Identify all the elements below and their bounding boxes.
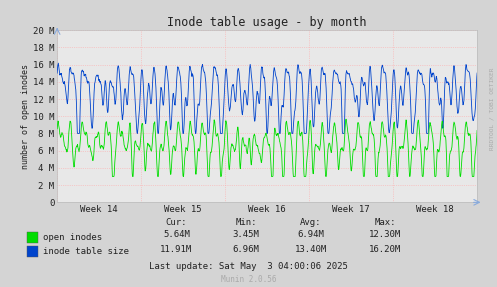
Text: Min:: Min: — [235, 218, 257, 227]
Text: 6.94M: 6.94M — [297, 230, 324, 239]
Text: Avg:: Avg: — [300, 218, 322, 227]
Text: 11.91M: 11.91M — [161, 245, 192, 254]
Text: 5.64M: 5.64M — [163, 230, 190, 239]
Text: 12.30M: 12.30M — [369, 230, 401, 239]
Title: Inode table usage - by month: Inode table usage - by month — [167, 16, 367, 29]
Text: 6.96M: 6.96M — [233, 245, 259, 254]
Text: RRDTOOL / TOBI OETIKER: RRDTOOL / TOBI OETIKER — [490, 68, 495, 150]
Text: Last update: Sat May  3 04:00:06 2025: Last update: Sat May 3 04:00:06 2025 — [149, 262, 348, 271]
Text: Max:: Max: — [374, 218, 396, 227]
Y-axis label: number of open inodes: number of open inodes — [21, 64, 30, 169]
Text: 16.20M: 16.20M — [369, 245, 401, 254]
Text: 13.40M: 13.40M — [295, 245, 327, 254]
Text: open inodes: open inodes — [43, 233, 102, 242]
Text: Cur:: Cur: — [166, 218, 187, 227]
Text: Munin 2.0.56: Munin 2.0.56 — [221, 275, 276, 284]
Text: inode table size: inode table size — [43, 247, 129, 256]
Text: 3.45M: 3.45M — [233, 230, 259, 239]
